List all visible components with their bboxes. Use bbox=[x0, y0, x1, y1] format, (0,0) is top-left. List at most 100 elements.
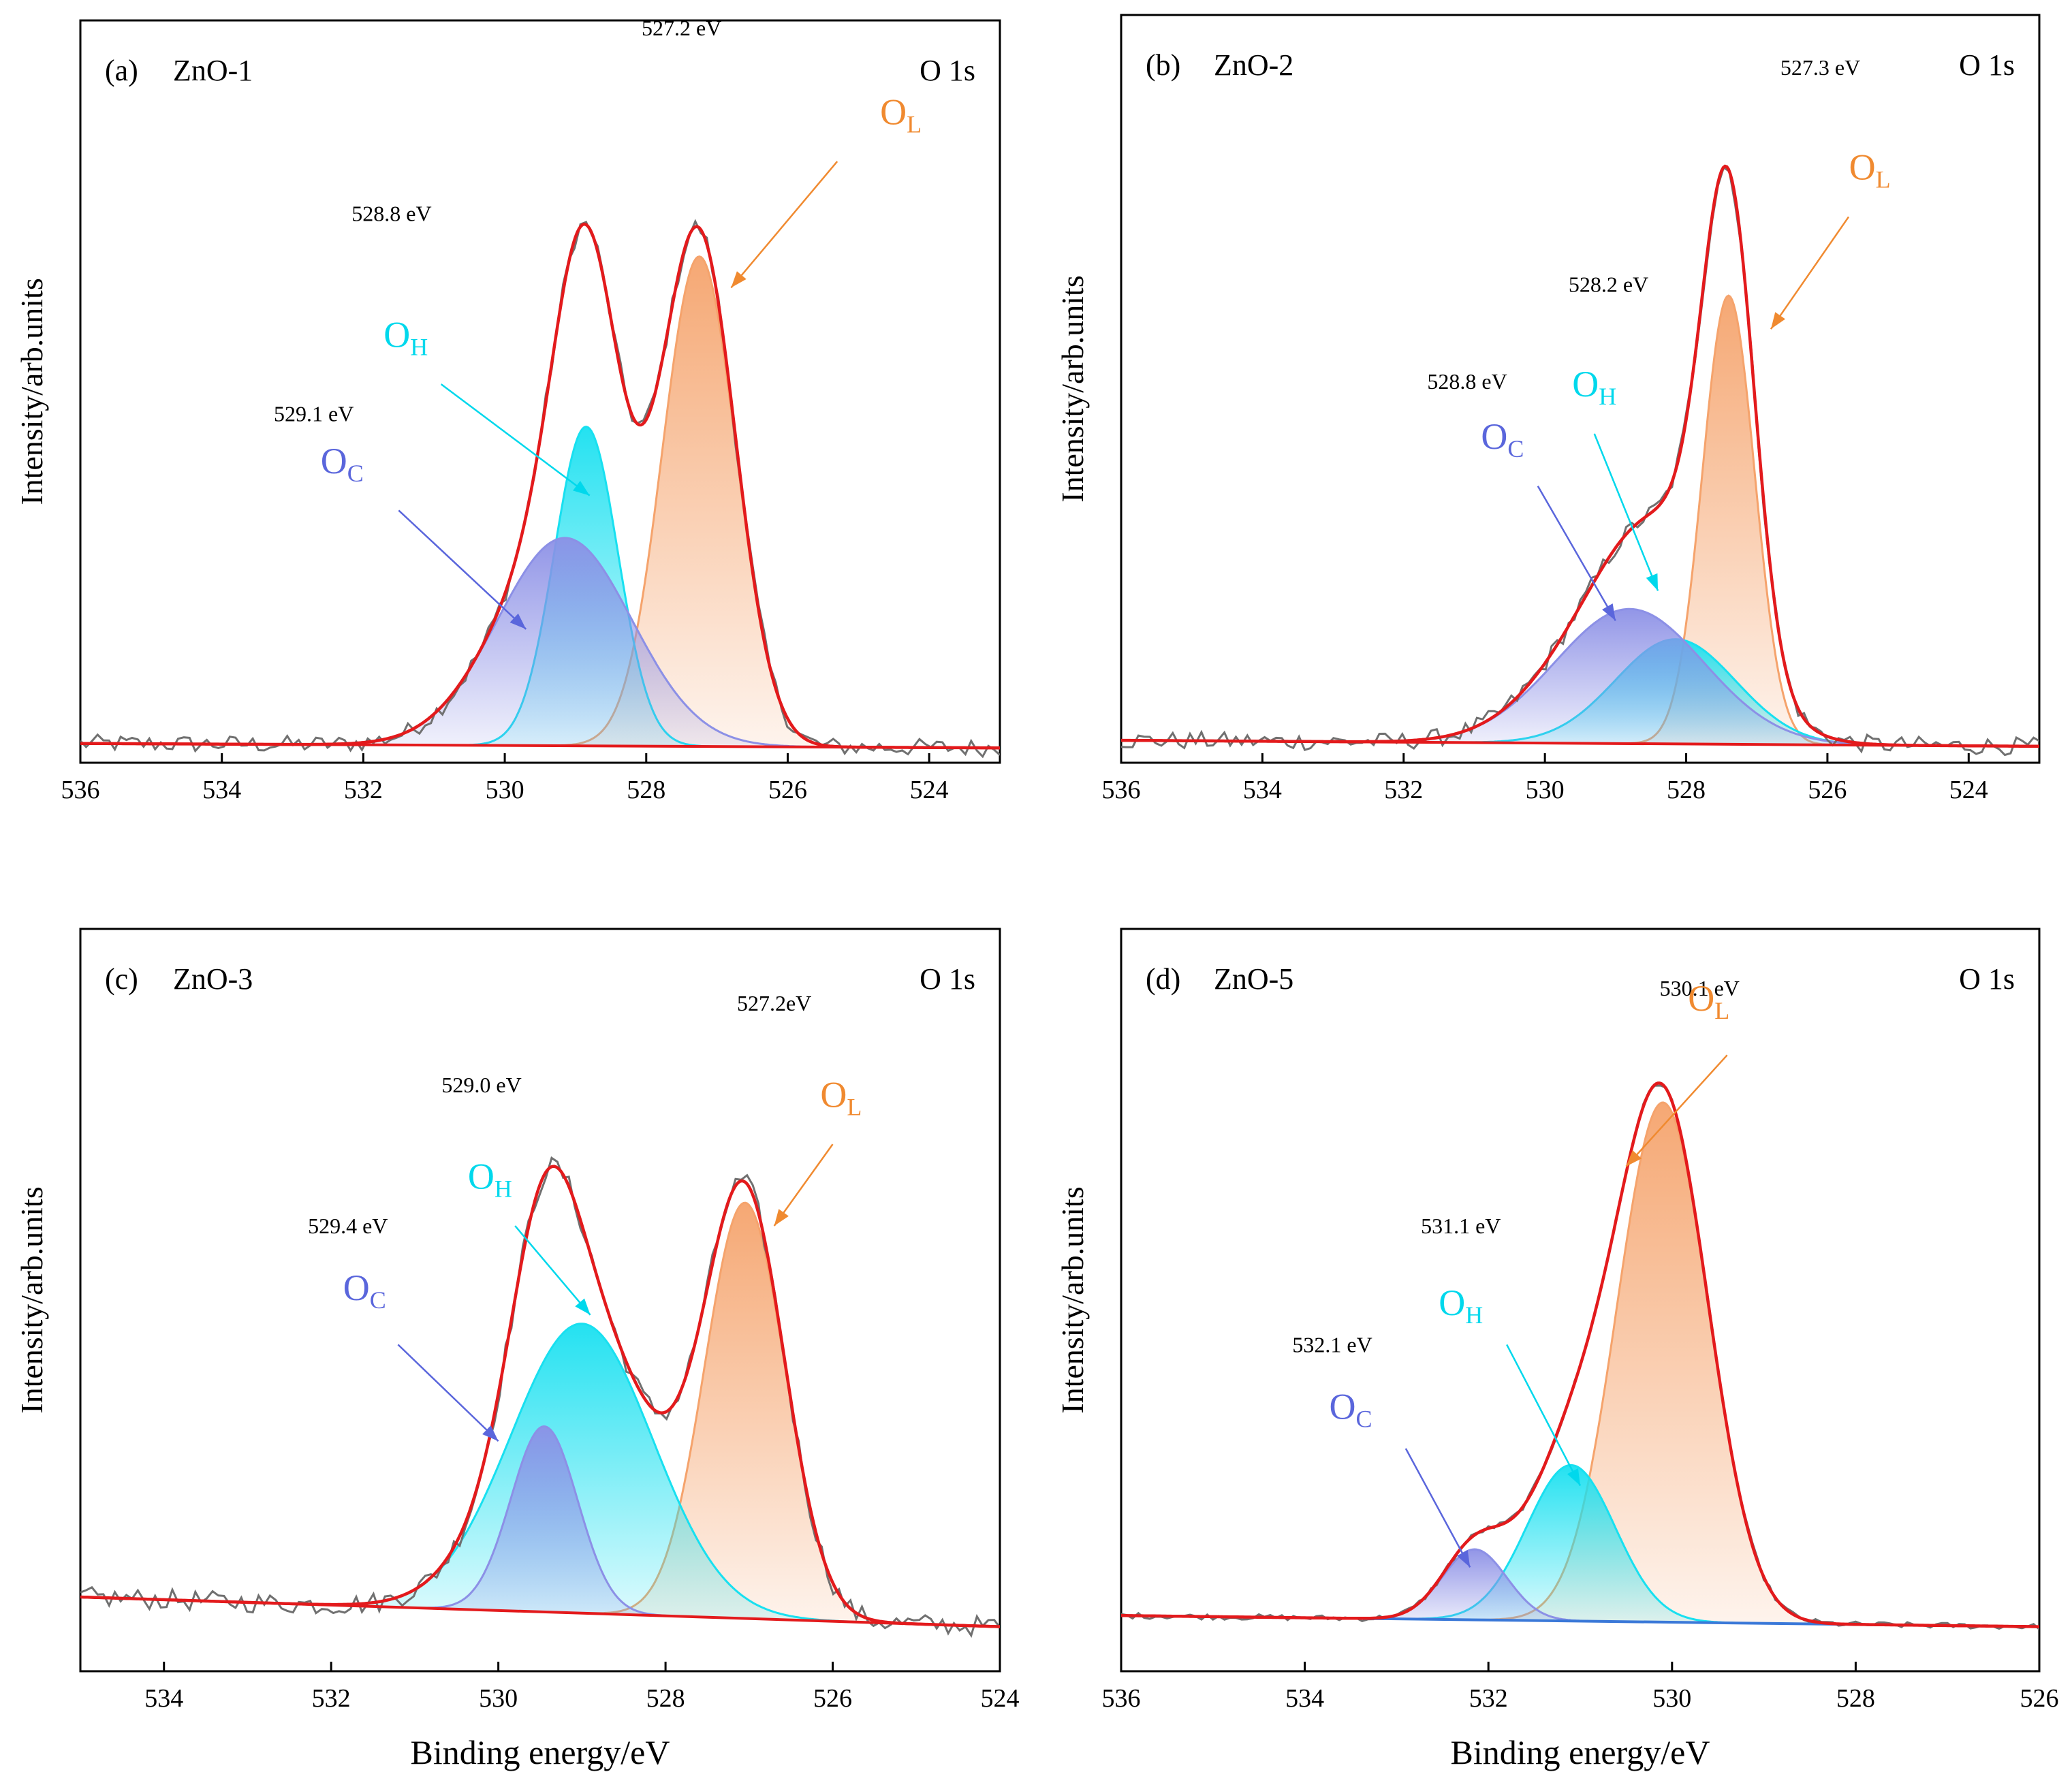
arrow-OH bbox=[1506, 1344, 1582, 1487]
arrow-head-OL bbox=[1770, 312, 1786, 330]
chart-title: O 1s bbox=[1959, 48, 2015, 82]
x-tick-label: 530 bbox=[486, 776, 524, 804]
x-axis-label: Binding energy/eV bbox=[1451, 1733, 1710, 1771]
y-axis-label: Intensity/arb.units bbox=[1055, 275, 1090, 502]
energy-label-OL: 527.2 eV bbox=[642, 16, 721, 40]
arrow-head-OC bbox=[482, 1425, 499, 1442]
chart-title: O 1s bbox=[1959, 962, 2015, 996]
component-label-OL: OL bbox=[820, 1075, 862, 1121]
x-tick-label: 530 bbox=[479, 1684, 518, 1713]
plot-area bbox=[1121, 1081, 2039, 1630]
energy-label-OC: 529.1 eV bbox=[274, 402, 354, 426]
plot-frame bbox=[79, 928, 1001, 1673]
arrow-head-OH bbox=[1646, 573, 1659, 591]
panel-b: 536 534 532 530 528 526 524 (b) ZnO-2 O 1s Intensi… bbox=[1055, 14, 2041, 804]
arrow-OH bbox=[514, 1225, 591, 1316]
arrow-head-OC bbox=[509, 613, 527, 629]
x-tick-label: 530 bbox=[1526, 776, 1565, 804]
energy-label-OC: 532.1 eV bbox=[1292, 1332, 1372, 1357]
arrow-head-OL bbox=[774, 1209, 789, 1226]
arrow-head-OC bbox=[1602, 603, 1616, 621]
energy-label-OC: 529.4 eV bbox=[308, 1214, 388, 1238]
x-tick-label: 524 bbox=[1949, 776, 1988, 804]
panel-a: 536 534 532 530 528 526 524 (a) ZnO-1 O 1s Intensi… bbox=[14, 16, 1001, 804]
chart-title: O 1s bbox=[920, 962, 975, 996]
x-tick-label: 528 bbox=[627, 776, 665, 804]
x-tick-label: 536 bbox=[1102, 1684, 1141, 1713]
panel-label: (d) bbox=[1146, 962, 1180, 996]
panel-label: (a) bbox=[105, 54, 138, 87]
x-tick-label: 528 bbox=[1667, 776, 1706, 804]
component-label-OH: OH bbox=[468, 1156, 512, 1203]
x-tick-label: 534 bbox=[1285, 1684, 1324, 1713]
arrow-OC bbox=[1537, 486, 1616, 622]
component-label-OC: OC bbox=[1329, 1386, 1372, 1432]
energy-label-OL: 527.2eV bbox=[737, 991, 811, 1015]
panel-label: (b) bbox=[1146, 48, 1180, 82]
x-tick-label: 524 bbox=[910, 776, 949, 804]
energy-label-OL: 530.1 eV bbox=[1660, 976, 1740, 1000]
component-label-OL: OL bbox=[1849, 147, 1891, 193]
energy-label-OL: 527.3 eV bbox=[1780, 55, 1860, 80]
arrow-head-OH bbox=[573, 481, 590, 496]
sample-name: ZnO-2 bbox=[1214, 48, 1293, 82]
x-tick-label: 534 bbox=[1243, 776, 1282, 804]
x-tick-label: 536 bbox=[61, 776, 100, 804]
x-tick-label: 530 bbox=[1652, 1684, 1691, 1713]
arrow-OL bbox=[773, 1143, 834, 1227]
arrow-head-OL bbox=[1626, 1150, 1642, 1167]
plot-frame bbox=[1120, 14, 2041, 764]
y-axis-label: Intensity/arb.units bbox=[14, 1186, 49, 1413]
sample-name: ZnO-3 bbox=[173, 962, 253, 996]
x-tick-label: 534 bbox=[144, 1684, 183, 1713]
peak-OC-fill bbox=[1121, 607, 2039, 748]
x-tick-label: 534 bbox=[202, 776, 241, 804]
arrow-OH bbox=[1593, 433, 1659, 591]
panel-label: (c) bbox=[105, 962, 138, 996]
arrow-OC bbox=[1404, 1448, 1471, 1568]
energy-label-OH: 528.2 eV bbox=[1569, 272, 1648, 296]
plot-area bbox=[80, 219, 1000, 759]
x-tick-label: 526 bbox=[2020, 1684, 2059, 1713]
y-axis-label: Intensity/arb.units bbox=[14, 278, 49, 505]
energy-label-OH: 528.8 eV bbox=[351, 201, 431, 225]
plot-area bbox=[1121, 164, 2039, 757]
fit-envelope bbox=[80, 1165, 1000, 1628]
x-tick-label: 528 bbox=[1836, 1684, 1875, 1713]
component-label-OL: OL bbox=[880, 92, 922, 138]
arrow-head-OH bbox=[1567, 1468, 1580, 1486]
x-tick-label: 526 bbox=[813, 1684, 852, 1713]
chart-title: O 1s bbox=[920, 54, 975, 87]
component-label-OC: OC bbox=[1481, 416, 1524, 462]
peak-OH-fill bbox=[1121, 1464, 2039, 1628]
plot-frame bbox=[1120, 928, 2041, 1673]
component-label-OL: OL bbox=[1688, 978, 1729, 1024]
x-tick-label: 532 bbox=[1469, 1684, 1508, 1713]
y-axis-label: Intensity/arb.units bbox=[1055, 1186, 1090, 1413]
energy-label-OH: 531.1 eV bbox=[1421, 1214, 1501, 1238]
arrow-head-OH bbox=[575, 1298, 591, 1315]
arrow-OL bbox=[1625, 1054, 1728, 1167]
x-tick-label: 536 bbox=[1102, 776, 1141, 804]
x-tick-label: 524 bbox=[981, 1684, 1020, 1713]
x-tick-label: 532 bbox=[344, 776, 383, 804]
energy-label-OH: 529.0 eV bbox=[441, 1073, 521, 1097]
x-axis-label: Binding energy/eV bbox=[411, 1733, 670, 1771]
raw-spectrum bbox=[1121, 165, 2039, 757]
sample-name: ZnO-5 bbox=[1214, 962, 1293, 996]
x-tick-label: 532 bbox=[1384, 776, 1423, 804]
fit-envelope bbox=[1121, 164, 2039, 748]
fit-envelope bbox=[80, 222, 1000, 750]
energy-label-OC: 528.8 eV bbox=[1427, 369, 1507, 394]
x-tick-label: 532 bbox=[312, 1684, 351, 1713]
arrow-head-OC bbox=[1456, 1550, 1471, 1568]
arrow-OH bbox=[440, 383, 591, 496]
x-tick-label: 528 bbox=[646, 1684, 685, 1713]
component-label-OH: OH bbox=[1572, 364, 1616, 410]
peak-OC-fill bbox=[80, 537, 1000, 749]
sample-name: ZnO-1 bbox=[173, 54, 253, 87]
arrow-OC bbox=[397, 1344, 499, 1442]
component-label-OH: OH bbox=[383, 315, 428, 361]
peak-OC-fill bbox=[80, 1425, 1000, 1628]
